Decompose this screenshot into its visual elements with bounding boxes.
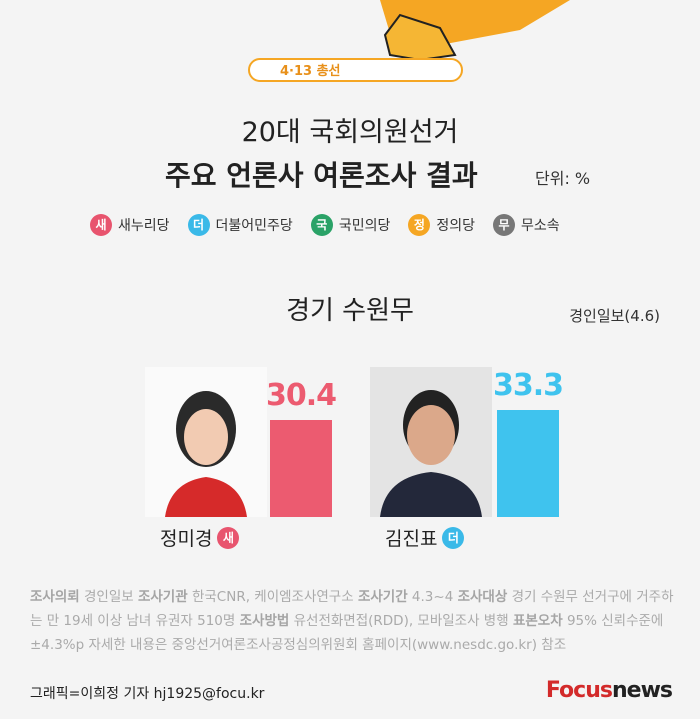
party-icon: 새: [217, 526, 240, 549]
note-detail: 자세한 내용은 중앙선거여론조사공정심의위원회 홈페이지(www.nesdc.g…: [88, 637, 567, 653]
chart-subtitle: 경인일보(4.6): [569, 307, 660, 325]
legend-item: 무 무소속: [492, 214, 560, 236]
note-text: 4.3~4: [411, 589, 454, 605]
candidate-name: 김진표 더: [385, 524, 465, 551]
legend-label: 새누리당: [118, 218, 170, 234]
legend-icon: 국: [310, 214, 333, 236]
legend-item: 정 정의당: [408, 214, 475, 236]
logo-main: Focus: [545, 678, 613, 703]
credit: 그래픽=이희정 기자 hj1925@focu.kr: [30, 686, 265, 702]
bar: [270, 419, 332, 517]
legend: 새 새누리당 더 더불어민주당 국 국민의당 정 정의당 무 무소속: [90, 214, 560, 236]
survey-notes: 조사의뢰 경인일보 조사기관 한국CNR, 케이엠조사연구소 조사기간 4.3~…: [30, 585, 675, 657]
logo-sub: news: [611, 678, 673, 703]
unit: 단위: %: [535, 169, 591, 188]
legend-label: 더불어민주당: [215, 218, 293, 234]
legend-icon: 무: [492, 214, 515, 236]
candidate-photo: [145, 367, 267, 517]
legend-icon: 정: [408, 214, 431, 236]
note-label: 표본오차: [512, 613, 563, 629]
note-label: 조사대상: [457, 589, 508, 605]
chart-title: 경기 수원무: [286, 296, 414, 326]
party-icon: 더: [442, 526, 465, 549]
header-graphic: [380, 0, 570, 62]
note-label: 조사방법: [239, 613, 290, 629]
note-label: 조사기간: [357, 589, 408, 605]
legend-item: 국 국민의당: [310, 214, 391, 236]
legend-label: 무소속: [520, 218, 560, 234]
note-text: 경인일보: [83, 589, 134, 605]
badge: 4·13 총선: [248, 58, 463, 82]
bar: [497, 410, 559, 517]
legend-item: 새 새누리당: [90, 214, 170, 236]
legend-icon: 더: [187, 214, 210, 236]
note-text: 한국CNR, 케이엠조사연구소: [191, 589, 354, 605]
logo: Focusnews: [545, 678, 673, 703]
legend-icon: 새: [90, 214, 112, 236]
value-label: 30.4: [265, 377, 337, 413]
candidate-photo: [370, 367, 492, 517]
title-line2: 주요 언론사 여론조사 결과: [165, 159, 478, 192]
note-text: 95% 신뢰수준에 ±4.3%p: [30, 613, 664, 653]
legend-label: 정의당: [436, 218, 475, 234]
candidate-name: 정미경 새: [160, 524, 240, 551]
category-label: 김진표: [385, 528, 438, 550]
value-label: 33.3: [492, 368, 564, 404]
note-text: 유선전화면접(RDD), 모바일조사 병행: [293, 613, 509, 629]
note-label: 조사기관: [137, 589, 188, 605]
category-label: 정미경: [160, 528, 213, 550]
title-line1: 20대 국회의원선거: [241, 117, 459, 148]
legend-label: 국민의당: [338, 218, 391, 234]
legend-item: 더 더불어민주당: [187, 214, 293, 236]
note-label: 조사의뢰: [30, 589, 80, 605]
note-text: 경기 수원무 선거구에 거주하는 만 19세 이상 남녀 유권자 510명: [30, 589, 674, 629]
